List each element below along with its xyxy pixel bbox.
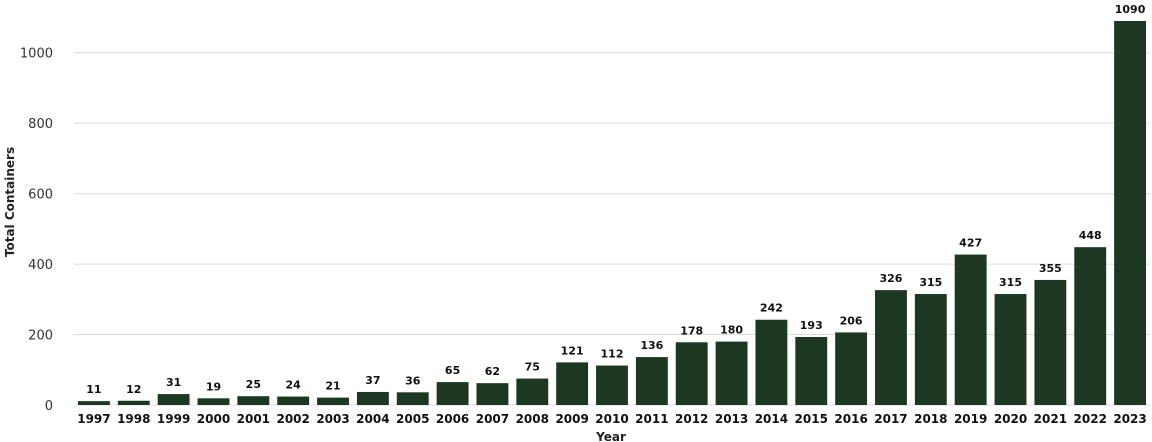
bar (277, 396, 310, 405)
data-label: 21 (325, 380, 340, 393)
x-tick-label: 2004 (356, 412, 389, 426)
x-tick-label: 2020 (994, 412, 1027, 426)
data-label: 36 (405, 374, 421, 387)
bar (1114, 21, 1147, 405)
data-label: 448 (1079, 229, 1102, 242)
x-tick-label: 2021 (1034, 412, 1067, 426)
bar (835, 332, 868, 405)
x-tick-label: 2022 (1074, 412, 1107, 426)
bar (795, 337, 828, 405)
x-tick-label: 2011 (635, 412, 668, 426)
bar (356, 391, 389, 405)
bar (396, 392, 429, 405)
bar (675, 342, 708, 405)
bar (596, 365, 628, 405)
y-axis-ticks: 0 200 400 600 800 1000 (20, 47, 53, 414)
data-label: 37 (365, 374, 380, 387)
x-tick-label: 2016 (834, 412, 867, 426)
bars (77, 21, 1147, 405)
x-tick-label: 2006 (436, 412, 469, 426)
bar (157, 394, 190, 405)
bar (994, 294, 1027, 405)
x-tick-label: 1999 (157, 412, 190, 426)
x-axis-ticks: 1997 1998 1999 2000 2001 2002 2003 2004 2005 2006… (77, 412, 1147, 426)
bar (755, 319, 788, 405)
x-tick-label: 2005 (396, 412, 429, 426)
data-label: 427 (959, 237, 982, 250)
bar (635, 357, 668, 405)
x-tick-label: 2000 (197, 412, 230, 426)
x-tick-label: 1998 (117, 412, 150, 426)
x-tick-label: 2018 (914, 412, 947, 426)
data-label: 315 (999, 276, 1022, 289)
bar (954, 254, 987, 405)
bar (914, 294, 947, 405)
data-label: 62 (485, 365, 500, 378)
x-tick-label: 2001 (237, 412, 270, 426)
data-label: 11 (86, 383, 101, 396)
y-tick-label: 200 (28, 329, 53, 344)
data-label: 242 (760, 302, 783, 315)
bar (1034, 279, 1067, 405)
y-tick-label: 0 (45, 399, 53, 414)
bar (556, 362, 589, 405)
bar (875, 290, 907, 405)
bar (476, 383, 509, 405)
bar (237, 396, 270, 405)
x-tick-label: 2017 (874, 412, 907, 426)
data-label: 65 (445, 364, 460, 377)
x-tick-label: 2015 (795, 412, 828, 426)
data-label: 24 (286, 379, 302, 392)
data-label: 193 (800, 319, 823, 332)
x-tick-label: 2012 (675, 412, 708, 426)
y-tick-label: 1000 (20, 47, 53, 62)
data-label: 315 (919, 276, 942, 289)
data-label: 206 (840, 314, 863, 327)
y-tick-label: 800 (28, 117, 53, 132)
data-label: 112 (601, 348, 624, 361)
bar (197, 398, 230, 405)
y-tick-label: 600 (28, 188, 53, 203)
bar (436, 382, 469, 405)
x-tick-label: 2010 (595, 412, 628, 426)
x-tick-label: 1997 (77, 412, 110, 426)
x-tick-label: 2003 (316, 412, 349, 426)
data-labels: 11 12 31 19 25 24 21 37 36 65 62 75 121 112 136 178 180 2… (86, 3, 1145, 396)
data-label: 355 (1039, 262, 1062, 275)
data-label: 136 (640, 339, 663, 352)
x-tick-label: 2023 (1113, 412, 1146, 426)
data-label: 1090 (1115, 3, 1146, 16)
data-label: 178 (680, 324, 703, 337)
bar (1074, 247, 1107, 405)
x-axis-title: Year (595, 430, 626, 442)
y-axis-title: Total Containers (3, 147, 17, 257)
x-tick-label: 2002 (276, 412, 309, 426)
bar (317, 397, 349, 405)
x-tick-label: 2009 (555, 412, 588, 426)
data-label: 12 (126, 383, 141, 396)
x-tick-label: 2013 (715, 412, 748, 426)
bar (516, 378, 549, 405)
bar (117, 400, 150, 405)
x-tick-label: 2019 (954, 412, 987, 426)
x-tick-label: 2007 (476, 412, 509, 426)
x-tick-label: 2014 (755, 412, 788, 426)
data-label: 180 (720, 324, 743, 337)
y-tick-label: 400 (28, 258, 53, 273)
x-tick-label: 2008 (516, 412, 549, 426)
bar (715, 341, 748, 405)
bar (77, 401, 110, 405)
data-label: 25 (246, 378, 261, 391)
data-label: 19 (206, 380, 221, 393)
data-label: 31 (166, 376, 181, 389)
data-label: 326 (879, 272, 902, 285)
data-label: 121 (561, 344, 584, 357)
data-label: 75 (525, 361, 540, 374)
